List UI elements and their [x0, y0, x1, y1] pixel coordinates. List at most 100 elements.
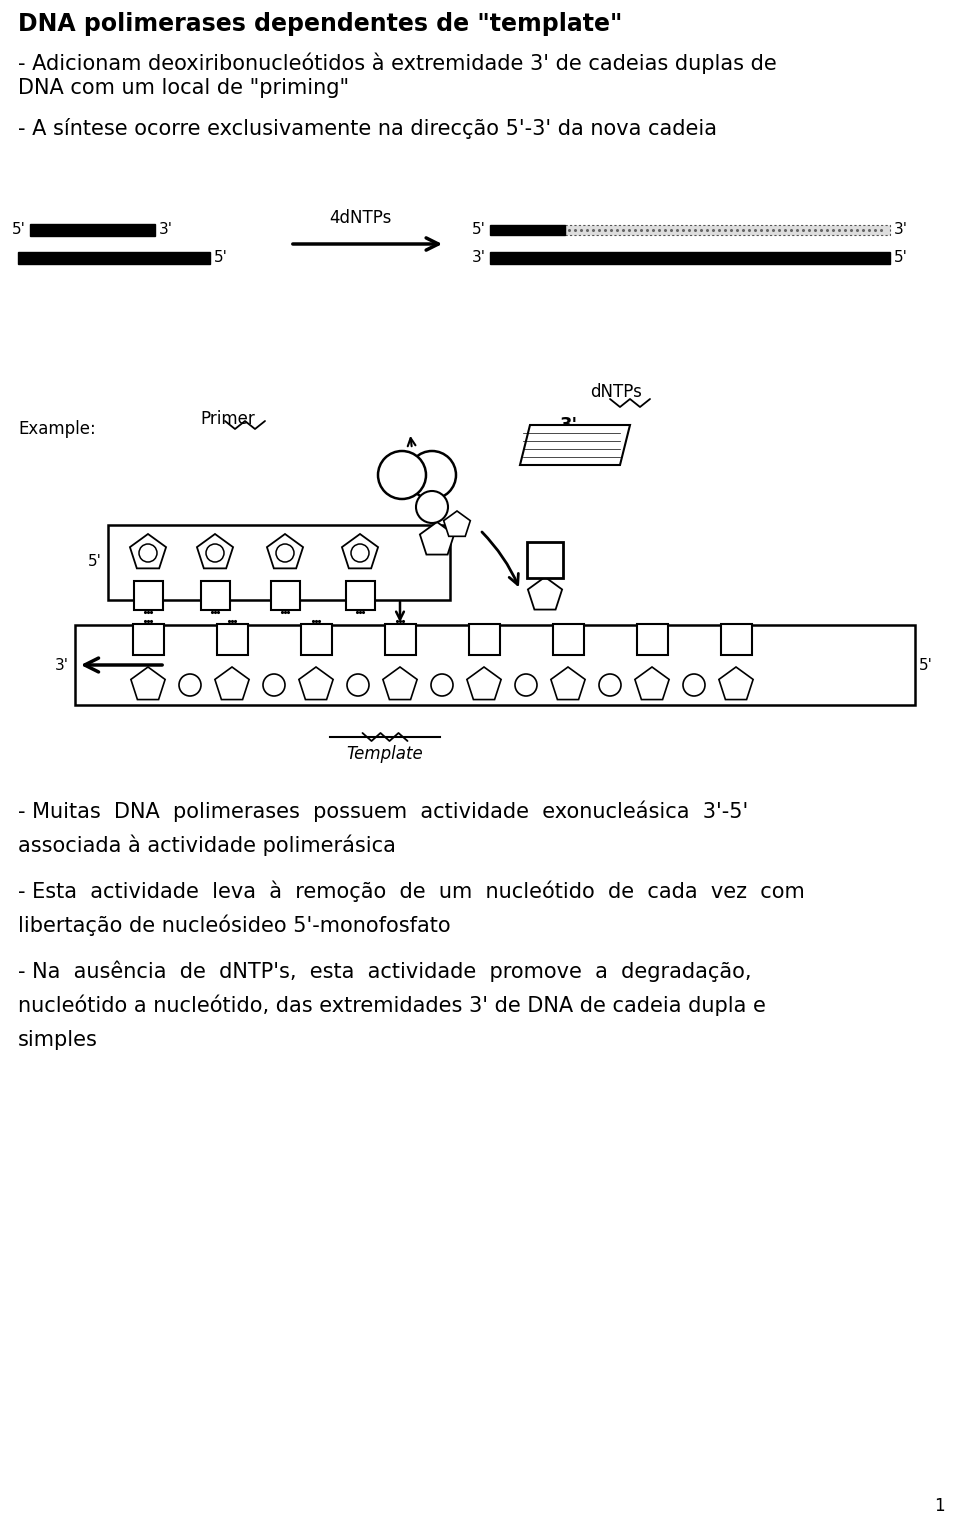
Text: 3': 3' — [55, 658, 69, 672]
Circle shape — [515, 673, 537, 696]
Circle shape — [416, 491, 448, 523]
Text: P: P — [690, 680, 698, 690]
FancyBboxPatch shape — [468, 623, 499, 655]
Text: - Esta  actividade  leva  à  remoção  de  um  nucleótido  de  cada  vez  com: - Esta actividade leva à remoção de um n… — [18, 881, 804, 902]
Text: 5': 5' — [88, 554, 102, 569]
Text: 5': 5' — [894, 250, 908, 265]
Text: P: P — [271, 680, 277, 690]
Text: P: P — [427, 468, 437, 482]
Circle shape — [276, 545, 294, 561]
Text: P: P — [427, 500, 437, 514]
Text: - Muitas  DNA  polimerases  possuem  actividade  exonucleásica  3'-5': - Muitas DNA polimerases possuem activid… — [18, 801, 748, 822]
Circle shape — [599, 673, 621, 696]
Polygon shape — [551, 667, 585, 700]
Text: G: G — [142, 632, 155, 646]
Text: 3': 3' — [472, 250, 486, 265]
Text: Primer: Primer — [200, 410, 254, 428]
FancyBboxPatch shape — [300, 623, 331, 655]
FancyBboxPatch shape — [721, 623, 752, 655]
Text: OH: OH — [405, 552, 424, 565]
Polygon shape — [420, 522, 454, 555]
Bar — [75, 624, 915, 706]
Circle shape — [351, 545, 369, 561]
Text: Example:: Example: — [18, 420, 96, 439]
Text: G: G — [478, 632, 491, 646]
Text: P: P — [607, 680, 613, 690]
Bar — [18, 252, 210, 264]
Circle shape — [408, 451, 456, 499]
Polygon shape — [299, 667, 333, 700]
Text: 5': 5' — [12, 222, 26, 238]
Polygon shape — [267, 534, 303, 569]
Text: P: P — [354, 680, 362, 690]
Text: 3': 3' — [560, 416, 578, 434]
Text: 1: 1 — [934, 1497, 945, 1516]
Circle shape — [683, 673, 705, 696]
Bar — [30, 224, 155, 236]
Text: P: P — [396, 468, 407, 482]
Text: P: P — [356, 548, 364, 558]
FancyBboxPatch shape — [132, 623, 163, 655]
Circle shape — [263, 673, 285, 696]
Text: simples: simples — [18, 1029, 98, 1049]
Text: dNTPs: dNTPs — [590, 384, 642, 400]
Text: P: P — [211, 548, 219, 558]
Polygon shape — [215, 667, 249, 700]
Polygon shape — [635, 667, 669, 700]
Text: libertação de nucleósideo 5'-monofosfato: libertação de nucleósideo 5'-monofosfato — [18, 914, 450, 936]
Circle shape — [347, 673, 369, 696]
Text: P: P — [522, 680, 530, 690]
Text: T: T — [209, 588, 220, 603]
Polygon shape — [467, 667, 501, 700]
Circle shape — [139, 545, 157, 561]
Polygon shape — [131, 667, 165, 700]
Polygon shape — [520, 425, 630, 465]
Text: DNA com um local de "priming": DNA com um local de "priming" — [18, 78, 349, 98]
FancyBboxPatch shape — [201, 580, 229, 609]
Polygon shape — [197, 534, 233, 569]
Polygon shape — [342, 534, 378, 569]
Text: A: A — [279, 588, 291, 603]
FancyBboxPatch shape — [636, 623, 667, 655]
Text: C: C — [142, 588, 154, 603]
Text: 4dNTPs: 4dNTPs — [329, 209, 391, 227]
Circle shape — [206, 545, 224, 561]
Circle shape — [431, 673, 453, 696]
Bar — [490, 252, 890, 264]
Polygon shape — [444, 511, 470, 537]
Text: - A síntese ocorre exclusivamente na direcção 5'-3' da nova cadeia: - A síntese ocorre exclusivamente na dir… — [18, 118, 717, 140]
Text: P: P — [439, 680, 445, 690]
Text: C: C — [731, 632, 741, 646]
FancyBboxPatch shape — [271, 580, 300, 609]
FancyBboxPatch shape — [553, 623, 584, 655]
Text: A: A — [563, 632, 574, 646]
Text: - Adicionam deoxiribonucleótidos à extremidade 3' de cadeias duplas de: - Adicionam deoxiribonucleótidos à extre… — [18, 52, 777, 74]
Text: DNA polimerases dependentes de "template": DNA polimerases dependentes de "template… — [18, 12, 622, 35]
Circle shape — [179, 673, 201, 696]
Text: G: G — [353, 588, 367, 603]
FancyBboxPatch shape — [217, 623, 248, 655]
Text: C: C — [539, 551, 551, 569]
Text: C: C — [395, 632, 405, 646]
Text: P: P — [186, 680, 194, 690]
Bar — [565, 225, 890, 235]
FancyBboxPatch shape — [346, 580, 374, 609]
FancyBboxPatch shape — [385, 623, 416, 655]
Text: associada à actividade polimerásica: associada à actividade polimerásica — [18, 834, 396, 856]
Polygon shape — [528, 577, 563, 609]
Text: 5': 5' — [472, 222, 486, 238]
Text: P: P — [281, 548, 289, 558]
Text: P: P — [144, 548, 152, 558]
Text: 3': 3' — [894, 222, 908, 238]
Text: T: T — [647, 632, 658, 646]
Bar — [490, 225, 565, 235]
Text: Template: Template — [347, 746, 423, 762]
Polygon shape — [130, 534, 166, 569]
Text: T: T — [311, 632, 322, 646]
Polygon shape — [383, 667, 417, 700]
Bar — [108, 525, 450, 600]
Text: - Na  ausência  de  dNTP's,  esta  actividade  promove  a  degradação,: - Na ausência de dNTP's, esta actividade… — [18, 960, 752, 982]
Text: 3': 3' — [159, 222, 173, 238]
Text: A: A — [227, 632, 238, 646]
Circle shape — [378, 451, 426, 499]
